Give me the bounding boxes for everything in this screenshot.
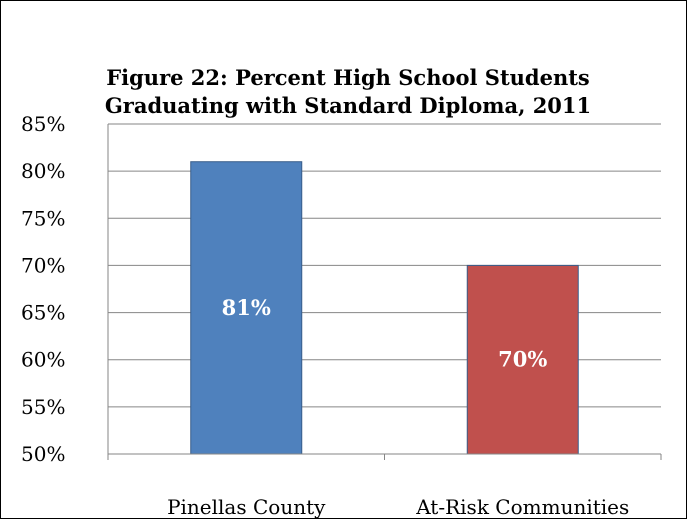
chart-title-line-2: Graduating with Standard Diploma, 2011 (105, 93, 591, 118)
x-category-label: At-Risk Communities (415, 495, 629, 519)
y-tick-label: 70% (21, 253, 65, 277)
x-category-label: Pinellas County (167, 495, 326, 519)
bar-data-label: 70% (498, 347, 547, 372)
bar-data-label: 81% (222, 295, 271, 320)
y-tick-label: 50% (21, 442, 65, 466)
y-tick-label: 60% (21, 348, 65, 372)
y-tick-label: 65% (21, 301, 65, 325)
y-tick-label: 85% (21, 112, 65, 136)
y-tick-label: 75% (21, 206, 65, 230)
y-tick-label: 55% (21, 395, 65, 419)
labels: 85% 80% 75% 70% 65% 60% 55% 50% 81% Pinellas Coun… (21, 112, 629, 519)
axes (107, 124, 662, 460)
chart-title-line-1: Figure 22: Percent High School Students (106, 65, 590, 90)
bar (466, 264, 579, 455)
y-tick-label: 80% (21, 159, 65, 183)
